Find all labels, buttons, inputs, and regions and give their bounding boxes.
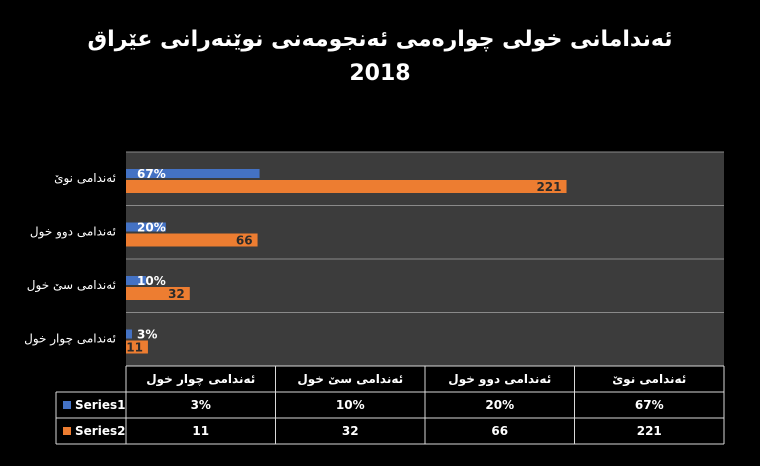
legend-key xyxy=(63,401,71,409)
category-label: ئەندامی نوێ xyxy=(54,171,116,186)
series2-data-label: 11 xyxy=(126,341,143,355)
table-data-cell: 10% xyxy=(336,398,365,412)
series2-bar xyxy=(126,180,567,193)
series1-data-label: 10% xyxy=(137,274,166,288)
category-label: ئەندامی دوو خول xyxy=(30,225,116,240)
series1-bar xyxy=(126,169,260,178)
series1-bar xyxy=(126,329,132,339)
table-data-cell: 20% xyxy=(485,398,514,412)
chart-title-line1: ئەندامانی خولی چوارەمی ئەنجومەنی نوێنەرا… xyxy=(88,27,673,52)
table-data-cell: 32 xyxy=(342,424,359,438)
table-data-cell: 3% xyxy=(191,398,211,412)
table-data-cell: 221 xyxy=(637,424,662,438)
series1-data-label: 20% xyxy=(137,221,166,235)
table-header-cell: ئەندامی چوار خول xyxy=(146,372,255,387)
legend-series-name: Series1 xyxy=(75,398,125,412)
table-data-cell: 67% xyxy=(635,398,664,412)
series2-bar xyxy=(126,233,258,247)
series2-data-label: 32 xyxy=(168,287,185,301)
series1-bar xyxy=(126,276,146,285)
table-data-cell: 11 xyxy=(192,424,209,438)
series2-data-label: 66 xyxy=(236,234,253,248)
table-header-cell: ئەندامی نوێ xyxy=(612,372,686,387)
table-header-cell: ئەندامی سێ خول xyxy=(297,372,403,387)
category-label: ئەندامی سێ خول xyxy=(27,278,116,293)
series1-data-label: 3% xyxy=(137,328,157,342)
legend-key xyxy=(63,427,71,435)
table-header-cell: ئەندامی دوو خول xyxy=(448,372,551,387)
series2-data-label: 221 xyxy=(536,180,561,194)
legend-series-name: Series2 xyxy=(75,424,125,438)
series1-bar xyxy=(126,222,166,232)
series2-bar xyxy=(126,287,190,300)
chart-title-line2: 2018 xyxy=(349,61,410,86)
series2-bar xyxy=(126,340,148,354)
series1-data-label: 67% xyxy=(137,167,166,181)
category-label: ئەندامی چوار خول xyxy=(24,332,116,347)
table-data-cell: 66 xyxy=(491,424,508,438)
